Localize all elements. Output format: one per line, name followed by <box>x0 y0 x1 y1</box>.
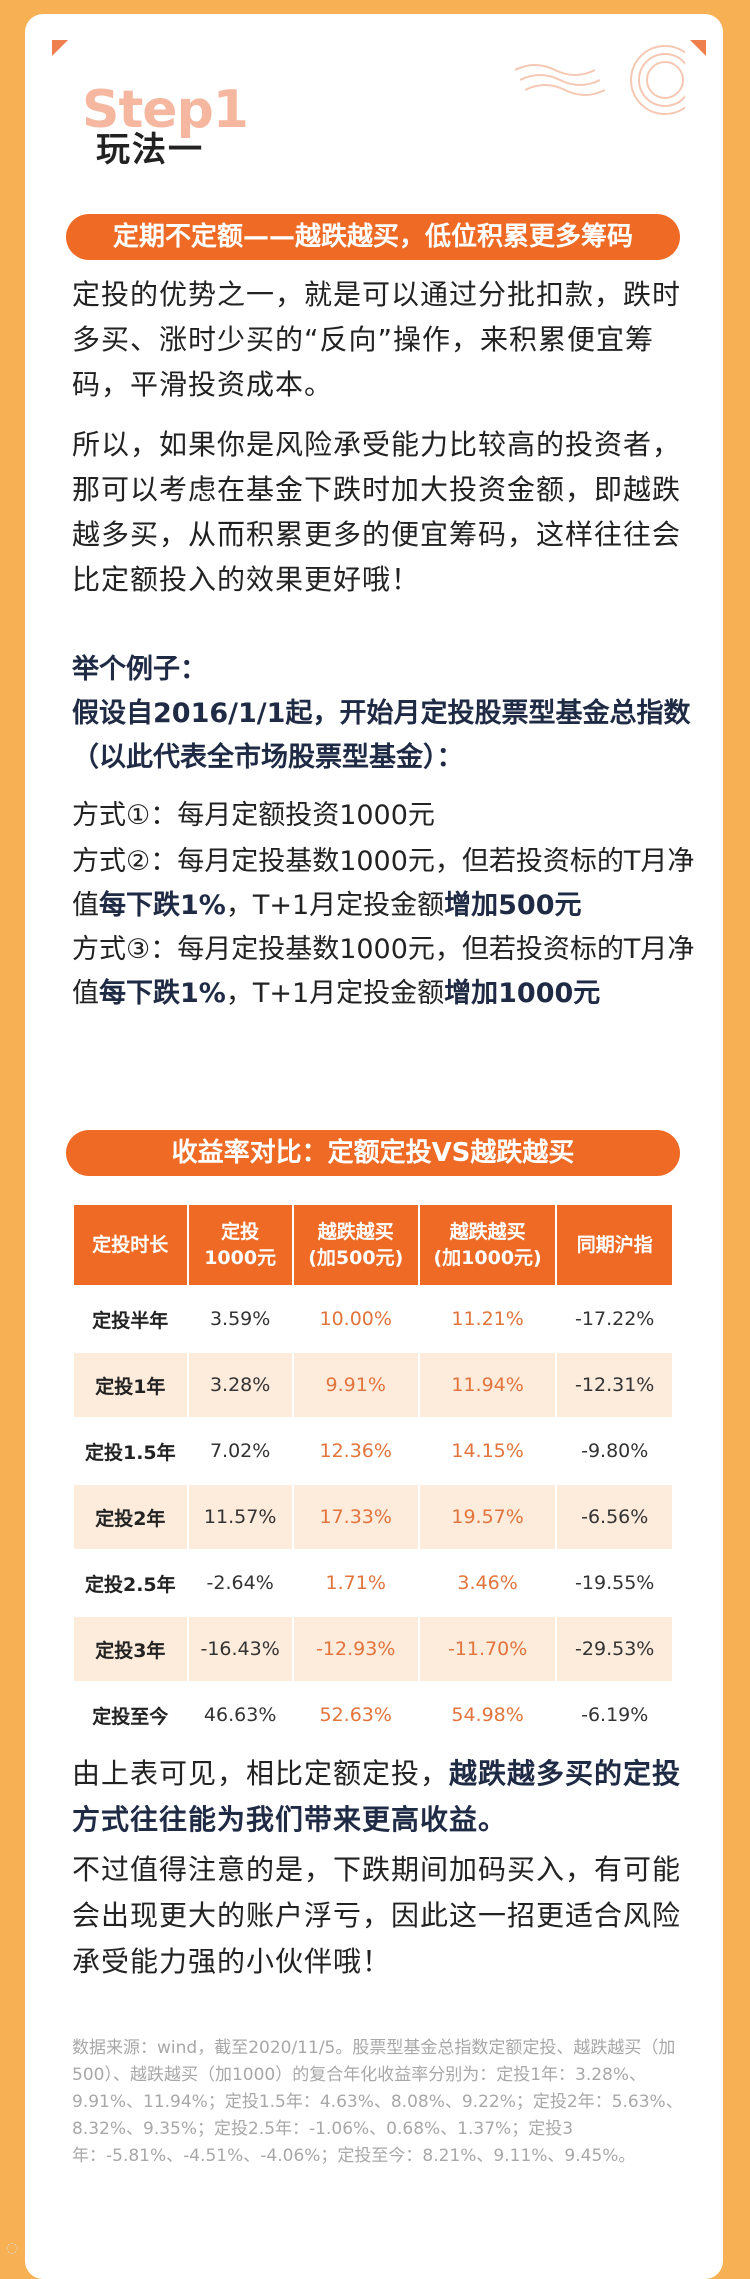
value-cell: 46.63% <box>186 1681 294 1749</box>
row-label-cell: 定投3年 <box>72 1615 189 1683</box>
advice-paragraph: 所以，如果你是风险承受能力比较高的投资者，那可以考虑在基金下跌时加大投资金额，即… <box>72 428 682 596</box>
table-row: 定投2.5年 -2.64% 1.71% 3.46% -19.55% <box>72 1549 674 1617</box>
returns-table: 定投时长 定投 1000元 越跌越买 (加500元) 越跌越买 (加1000元) 同期… <box>72 1203 674 1749</box>
example-assumption: 假设自2016/1/1起，开始月定投股票型基金总指数（以此代表全市场股票型基金）… <box>72 698 691 773</box>
value-cell: 11.57% <box>186 1483 294 1551</box>
row-label-cell: 定投1年 <box>72 1351 189 1419</box>
value-cell: -16.43% <box>186 1615 294 1683</box>
col-header-add1000: 越跌越买 (加1000元) <box>417 1203 558 1287</box>
method-3-text: 方式③：每月定投基数1000元，但若投资标的T月净值 <box>72 934 695 1009</box>
method-3: 方式③：每月定投基数1000元，但若投资标的T月净值每下跌1%，T+1月定投金额… <box>72 928 702 1016</box>
method-3-bold-add: 增加1000元 <box>444 978 601 1009</box>
method-2-text-2: ，T+1月定投金额 <box>225 890 445 921</box>
value-cell: 11.94% <box>417 1351 558 1419</box>
value-cell: -2.64% <box>186 1549 294 1617</box>
risk-paragraph: 不过值得注意的是，下跌期间加码买入，有可能会出现更大的账户浮亏，因此这一招更适合… <box>72 1853 682 1978</box>
value-cell: -12.93% <box>291 1615 420 1683</box>
value-cell: 54.98% <box>417 1681 558 1749</box>
value-cell: 11.21% <box>417 1285 558 1353</box>
row-label-cell: 定投至今 <box>72 1681 189 1749</box>
table-row: 定投半年 3.59% 10.00% 11.21% -17.22% <box>72 1285 674 1353</box>
value-cell: -11.70% <box>417 1615 558 1683</box>
table-row: 定投3年 -16.43% -12.93% -11.70% -29.53% <box>72 1615 674 1683</box>
value-cell: 3.59% <box>186 1285 294 1353</box>
value-cell: 9.91% <box>291 1351 420 1419</box>
summary-paragraph: 由上表可见，相比定额定投，越跌越多买的定投方式往往能为我们带来更高收益。 <box>72 1751 682 1843</box>
value-cell: 7.02% <box>186 1417 294 1485</box>
method-2-bold-add: 增加500元 <box>444 890 582 921</box>
col-header-add500: 越跌越买 (加500元) <box>291 1203 420 1287</box>
value-cell: 3.46% <box>417 1549 558 1617</box>
value-cell: 12.36% <box>291 1417 420 1485</box>
comparison-heading: 收益率对比：定额定投VS越跌越买 <box>66 1130 680 1176</box>
method-2-bold-drop: 每下跌1% <box>99 890 226 921</box>
value-cell: 17.33% <box>291 1483 420 1551</box>
corner-decoration-right <box>690 40 706 56</box>
method-3-text-2: ，T+1月定投金额 <box>225 978 445 1009</box>
value-cell: 3.28% <box>186 1351 294 1419</box>
table-row: 定投至今 46.63% 52.63% 54.98% -6.19% <box>72 1681 674 1749</box>
row-label-cell: 定投2.5年 <box>72 1549 189 1617</box>
intro-paragraph: 定投的优势之一，就是可以通过分批扣款，跌时多买、涨时少买的“反向”操作，来积累便… <box>72 278 682 401</box>
table-row: 定投2年 11.57% 17.33% 19.57% -6.56% <box>72 1483 674 1551</box>
value-cell: -6.19% <box>555 1681 674 1749</box>
row-label-cell: 定投半年 <box>72 1285 189 1353</box>
table-header-row: 定投时长 定投 1000元 越跌越买 (加500元) 越跌越买 (加1000元) 同期… <box>72 1203 674 1287</box>
value-cell: 1.71% <box>291 1549 420 1617</box>
method-2: 方式②：每月定投基数1000元，但若投资标的T月净值每下跌1%，T+1月定投金额… <box>72 840 702 928</box>
value-cell: -17.22% <box>555 1285 674 1353</box>
value-cell: -9.80% <box>555 1417 674 1485</box>
table-row: 定投1.5年 7.02% 12.36% 14.15% -9.80% <box>72 1417 674 1485</box>
col-header-index: 同期沪指 <box>555 1203 674 1287</box>
step-label: Step1 <box>82 80 249 140</box>
value-cell: -6.56% <box>555 1483 674 1551</box>
value-cell: -19.55% <box>555 1549 674 1617</box>
method-3-bold-drop: 每下跌1% <box>99 978 226 1009</box>
row-label-cell: 定投1.5年 <box>72 1417 189 1485</box>
data-source-note: 数据来源：wind，截至2020/11/5。股票型基金总指数定额定投、越跌越买（… <box>72 2038 683 2166</box>
strategy-heading: 定期不定额——越跌越买，低位积累更多筹码 <box>66 214 680 260</box>
method-2-text: 方式②：每月定投基数1000元，但若投资标的T月净值 <box>72 846 695 921</box>
method-1: 方式①：每月定额投资1000元 <box>72 800 435 831</box>
summary-bold-text: 越跌越多买的定投方式往往能为我们带来更高收益。 <box>72 1757 682 1836</box>
example-heading: 举个例子： <box>72 654 207 685</box>
value-cell: 14.15% <box>417 1417 558 1485</box>
row-label-cell: 定投2年 <box>72 1483 189 1551</box>
table-row: 定投1年 3.28% 9.91% 11.94% -12.31% <box>72 1351 674 1419</box>
value-cell: 10.00% <box>291 1285 420 1353</box>
wave-decoration-icon <box>515 45 685 115</box>
section-title: 玩法一 <box>96 130 204 170</box>
value-cell: 52.63% <box>291 1681 420 1749</box>
corner-decoration-left <box>52 40 68 56</box>
value-cell: 19.57% <box>417 1483 558 1551</box>
value-cell: -12.31% <box>555 1351 674 1419</box>
value-cell: -29.53% <box>555 1615 674 1683</box>
col-header-fixed: 定投 1000元 <box>186 1203 294 1287</box>
col-header-duration: 定投时长 <box>72 1203 189 1287</box>
watermark: ◌ <box>6 2240 19 2256</box>
summary-text: 由上表可见，相比定额定投， <box>72 1757 450 1790</box>
